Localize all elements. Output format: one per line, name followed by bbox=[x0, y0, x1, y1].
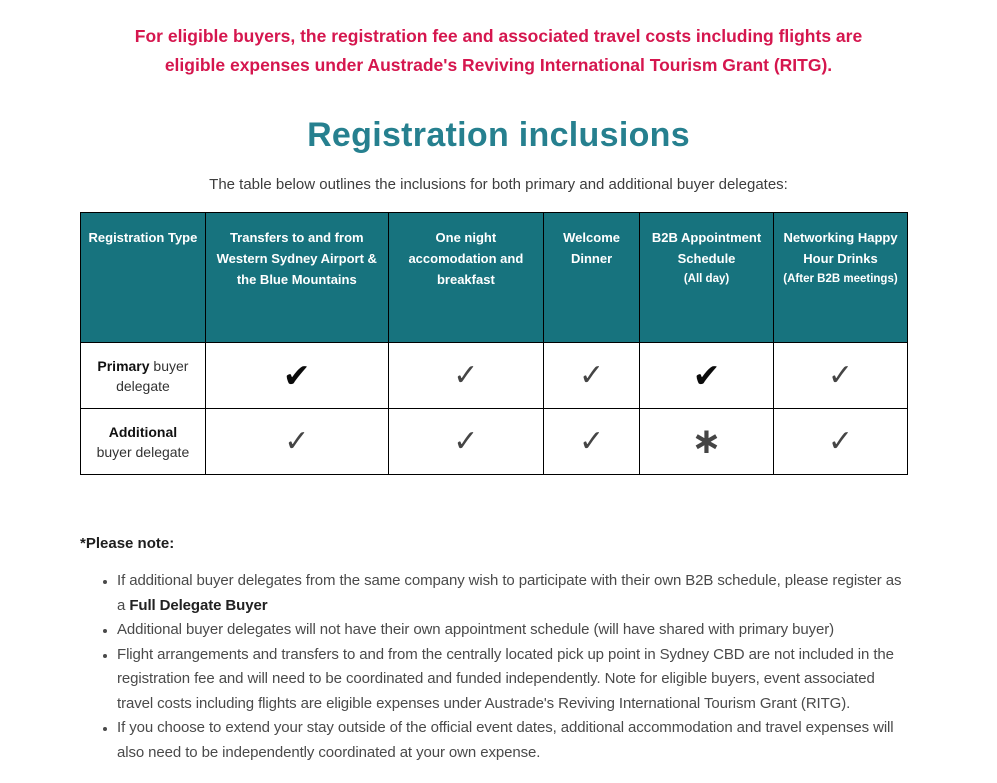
column-header-title: Networking Happy Hour Drinks bbox=[783, 230, 898, 266]
eligibility-banner: For eligible buyers, the registration fe… bbox=[76, 22, 922, 80]
check-icon: ✓ bbox=[827, 357, 854, 393]
page-title: Registration inclusions bbox=[307, 116, 690, 154]
check-icon: ✓ bbox=[284, 423, 310, 459]
page: For eligible buyers, the registration fe… bbox=[0, 22, 997, 765]
notes-section: *Please note: If additional buyer delega… bbox=[80, 535, 912, 765]
table-header-row: Registration Type Transfers to and from W… bbox=[80, 212, 908, 343]
table-row: Additional buyer delegate ✓ ✓ ✓ ∗ ✓ bbox=[80, 408, 908, 475]
registration-type-label: Primary buyer delegate bbox=[80, 342, 206, 409]
note-item: If you choose to extend your stay outsid… bbox=[117, 716, 912, 765]
inclusion-cell: ✓ bbox=[387, 342, 545, 409]
column-header-title: B2B Appointment Schedule bbox=[651, 230, 762, 266]
inclusion-cell: ✔ bbox=[204, 342, 389, 409]
inclusion-cell: ✓ bbox=[387, 408, 545, 475]
column-header-title: Registration Type bbox=[88, 230, 198, 245]
column-header: Welcome Dinner bbox=[543, 212, 641, 343]
column-header-subtitle: (After B2B meetings) bbox=[783, 273, 898, 285]
inclusion-cell: ✓ bbox=[543, 408, 641, 475]
check-icon: ✓ bbox=[827, 423, 854, 459]
table-intro-text: The table below outlines the inclusions … bbox=[209, 176, 788, 193]
please-note-heading: *Please note: bbox=[80, 535, 175, 552]
inclusion-cell: ✓ bbox=[773, 342, 908, 409]
note-item: Flight arrangements and transfers to and… bbox=[117, 643, 912, 717]
check-heavy-icon: ✔ bbox=[282, 356, 311, 395]
notes-list: If additional buyer delegates from the s… bbox=[80, 569, 912, 765]
eligibility-banner-line-1: For eligible buyers, the registration fe… bbox=[134, 26, 863, 46]
column-header: B2B Appointment Schedule (All day) bbox=[639, 212, 774, 343]
column-header: Networking Happy Hour Drinks (After B2B m… bbox=[773, 212, 908, 343]
column-header: Registration Type bbox=[80, 212, 206, 343]
column-header-subtitle: (All day) bbox=[683, 273, 730, 285]
inclusion-cell: ✓ bbox=[204, 408, 389, 475]
eligibility-banner-line-2: eligible expenses under Austrade's Reviv… bbox=[164, 55, 833, 75]
column-header-title: One night accomodation and breakfast bbox=[408, 230, 524, 287]
check-icon: ✓ bbox=[453, 357, 479, 393]
note-item: If additional buyer delegates from the s… bbox=[117, 569, 912, 618]
check-icon: ✓ bbox=[453, 423, 479, 459]
inclusion-cell: ✓ bbox=[773, 408, 908, 475]
column-header-title: Welcome Dinner bbox=[563, 230, 620, 266]
inclusions-table: Registration Type Transfers to and from W… bbox=[80, 212, 908, 475]
inclusion-cell: ∗ bbox=[639, 408, 774, 475]
column-header: One night accomodation and breakfast bbox=[387, 212, 545, 343]
inclusion-cell: ✓ bbox=[543, 342, 641, 409]
column-header-title: Transfers to and from Western Sydney Air… bbox=[216, 230, 377, 287]
note-item: Additional buyer delegates will not have… bbox=[117, 618, 912, 643]
table-row: Primary buyer delegate ✔ ✓ ✓ ✔ ✓ bbox=[80, 342, 908, 409]
check-icon: ✓ bbox=[579, 423, 605, 459]
check-heavy-icon: ✔ bbox=[692, 356, 721, 395]
asterisk-icon: ∗ bbox=[691, 420, 722, 462]
registration-type-label: Additional buyer delegate bbox=[80, 408, 206, 475]
column-header: Transfers to and from Western Sydney Air… bbox=[204, 212, 389, 343]
check-icon: ✓ bbox=[579, 357, 605, 393]
inclusion-cell: ✔ bbox=[639, 342, 774, 409]
